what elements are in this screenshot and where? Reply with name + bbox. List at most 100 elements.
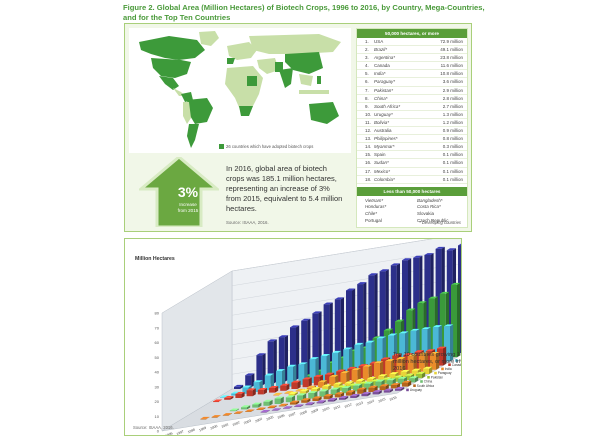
map-europe <box>227 42 257 60</box>
bar-china-2005 <box>285 395 295 403</box>
chart-y-tick-label: 20 <box>155 399 160 404</box>
bar-south-africa-2010 <box>334 392 344 398</box>
bar-usa-1998 <box>256 353 266 386</box>
bar-south-africa-1999 <box>211 415 221 418</box>
map-middle-east <box>257 58 279 74</box>
map-china <box>285 52 323 74</box>
bar-china-2016 <box>409 376 419 383</box>
map-legend: 26 countries which have adopted biotech … <box>219 144 314 150</box>
legend-text: 26 countries which have adopted biotech … <box>226 144 314 149</box>
chart-legend-swatch <box>406 388 409 392</box>
map-mexico <box>159 76 179 90</box>
country-rank: 1. <box>365 39 369 44</box>
map-indonesia <box>299 90 329 94</box>
map-pakistan <box>275 62 283 72</box>
chart-x-tick-label: 1998 <box>187 428 196 435</box>
bar-south-africa-2011 <box>346 390 356 396</box>
country-name: Brazil* <box>374 47 388 53</box>
country-name: India* <box>374 71 386 77</box>
country-rank: 5. <box>365 71 369 77</box>
chart-legend-swatch <box>434 371 437 375</box>
chart-x-tick-label: 2010 <box>322 406 331 413</box>
chart-panel: 0 10 20 30 40 50 60 70 80 1996 1997 1998 1999 2000 200… <box>124 238 462 436</box>
country-row: 8. China* 2.8 million <box>357 95 467 103</box>
chart-series-label: Paraguay <box>438 371 452 375</box>
country-rank: 4. <box>365 63 369 69</box>
chart-legend-swatch <box>413 384 416 387</box>
bar-usa-1996 <box>234 384 244 389</box>
country-name: Pakistan* <box>374 87 394 93</box>
country-value: 0.8 million <box>442 136 463 142</box>
map-sudan <box>247 76 257 86</box>
country-row: 13. Philippines* 0.8 million <box>357 135 467 144</box>
bar-canada-1997 <box>224 395 234 400</box>
bar-canada-2002 <box>280 383 290 391</box>
bar-uruguay-2010 <box>327 398 337 402</box>
bar-uruguay-2013 <box>361 392 371 397</box>
bar-canada-1998 <box>235 391 245 398</box>
bar-paraguay-2005 <box>299 389 309 394</box>
chart-x-tick-label: 2001 <box>221 422 230 429</box>
map-australia <box>309 102 339 124</box>
chart-x-tick-label: 2007 <box>288 411 297 418</box>
chart-x-tick-label: 2012 <box>344 402 353 409</box>
country-name: Philippines* <box>374 136 398 142</box>
bar-argentina-2001 <box>276 369 286 389</box>
chart-y-tick-label: 10 <box>155 414 160 419</box>
country-value: 3.6 million <box>442 79 463 85</box>
country-value: 2.7 million <box>442 103 463 109</box>
bar-india-2010 <box>362 364 372 381</box>
chart-x-tick-label: 2009 <box>310 408 319 415</box>
country-rank: 12. <box>365 128 372 134</box>
country-row: 6. Paraguay* 3.6 million <box>357 78 467 87</box>
bar-south-africa-2005 <box>278 403 288 407</box>
bar-canada-2016 <box>437 346 447 366</box>
country-value: 1.2 million <box>442 119 463 125</box>
figure-title: Figure 2. Global Area (Million Hectares)… <box>123 3 485 22</box>
bar-south-africa-2015 <box>390 383 400 389</box>
chart-gridline <box>231 239 433 272</box>
bar-canada-2003 <box>291 380 301 389</box>
country-name: Colombia* <box>374 176 395 182</box>
map-south-america-west <box>183 102 191 124</box>
country-name: Myanmar* <box>374 144 395 150</box>
bar-canada-1999 <box>246 388 256 397</box>
chart-legend-swatch <box>420 380 423 383</box>
summary-panel: 26 countries which have adopted biotech … <box>124 23 472 232</box>
map-spain <box>227 58 235 64</box>
country-value: 23.8 million <box>440 55 463 61</box>
chart-series-label: Canada <box>452 363 461 367</box>
country-value: 2.9 million <box>442 87 463 93</box>
world-map <box>139 31 341 148</box>
bar-china-2000 <box>229 408 239 412</box>
country-value: 0.1 million <box>442 176 463 182</box>
country-name: China* <box>374 95 388 101</box>
up-arrow-icon <box>139 157 219 227</box>
map-south-africa <box>239 106 253 116</box>
chart-x-tick-label: 1997 <box>176 429 185 435</box>
map-greenland <box>199 31 219 46</box>
country-row: 15. Spain 0.1 million <box>357 151 467 160</box>
bar-south-africa-2006 <box>290 400 300 405</box>
country-value: 0.9 million <box>442 128 463 134</box>
bar-china-2001 <box>241 405 251 410</box>
country-row: 10. Uruguay* 1.3 million <box>357 111 467 119</box>
country-name: South Africa* <box>374 103 401 109</box>
bar-south-africa-2002 <box>245 409 255 412</box>
chart-legend-swatch <box>427 376 430 379</box>
bar-uruguay-2014 <box>372 390 382 395</box>
chart-note: Top 10 countries growing 1 million hecta… <box>393 352 461 373</box>
country-row: 11. Bolivia* 1.2 million <box>357 119 467 128</box>
chart-y-tick-label: 0 <box>157 429 160 434</box>
world-map-box: 26 countries which have adopted biotech … <box>129 28 351 153</box>
chart-series-label: Uruguay <box>410 388 422 392</box>
map-argentina <box>187 124 199 148</box>
country-name: Sudan* <box>374 160 389 166</box>
bar-uruguay-2016 <box>395 386 405 391</box>
bar-uruguay-2008 <box>305 402 315 406</box>
bar-south-africa-1998 <box>200 416 210 420</box>
chart-x-tick-label: 2014 <box>366 399 375 406</box>
chart-legend-swatch <box>448 363 451 366</box>
country-name: USA <box>374 39 384 44</box>
country-name: Mexico* <box>374 168 391 174</box>
